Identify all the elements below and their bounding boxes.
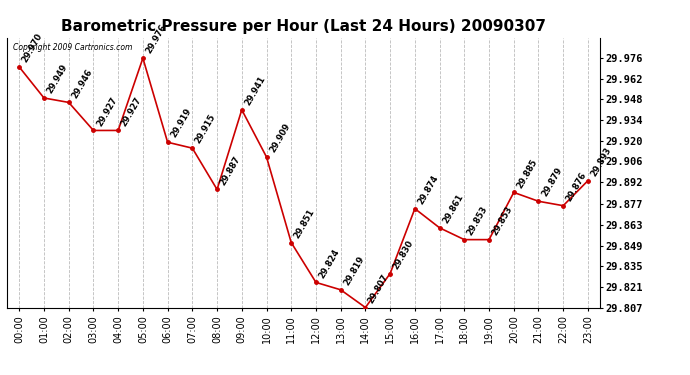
Text: 29.893: 29.893 [589,146,613,178]
Text: 29.861: 29.861 [441,192,465,225]
Text: 29.830: 29.830 [391,238,415,271]
Text: 29.853: 29.853 [491,204,514,237]
Text: 29.919: 29.919 [169,107,193,140]
Text: 29.946: 29.946 [70,67,94,100]
Text: 29.941: 29.941 [243,75,267,107]
Text: 29.976: 29.976 [144,23,168,56]
Text: 29.879: 29.879 [540,166,564,198]
Text: 29.927: 29.927 [119,95,144,128]
Text: 29.853: 29.853 [466,204,490,237]
Text: Barometric Pressure per Hour (Last 24 Hours) 20090307: Barometric Pressure per Hour (Last 24 Ho… [61,19,546,34]
Text: 29.885: 29.885 [515,157,539,190]
Text: 29.807: 29.807 [367,272,391,305]
Text: 29.927: 29.927 [95,95,119,128]
Text: 29.824: 29.824 [317,247,342,280]
Text: 29.970: 29.970 [21,32,45,64]
Text: 29.915: 29.915 [194,113,218,146]
Text: 29.887: 29.887 [219,154,242,187]
Text: 29.949: 29.949 [46,63,69,95]
Text: 29.819: 29.819 [342,255,366,287]
Text: 29.874: 29.874 [416,174,440,206]
Text: 29.876: 29.876 [564,171,589,203]
Text: Copyright 2009 Cartronics.com: Copyright 2009 Cartronics.com [13,43,132,52]
Text: 29.851: 29.851 [293,207,317,240]
Text: 29.909: 29.909 [268,122,292,154]
